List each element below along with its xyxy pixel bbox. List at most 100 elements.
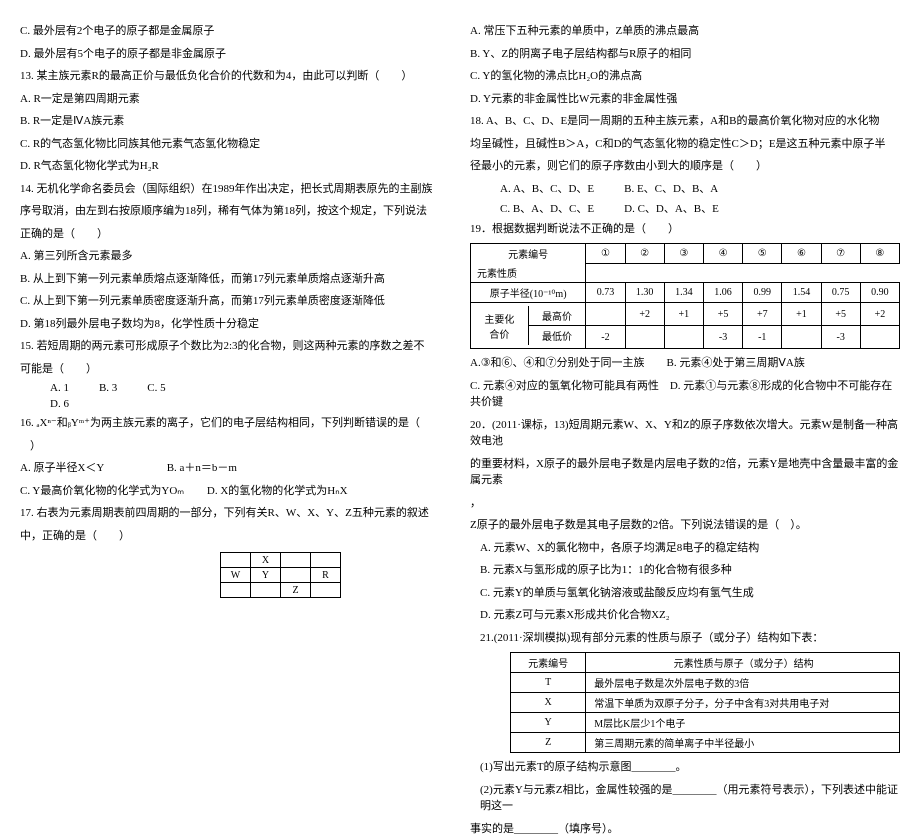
t17-c: [281, 568, 311, 583]
q18-opt-c: C. B、A、D、C、E: [500, 200, 594, 216]
t19-v: -3: [703, 326, 742, 349]
t19-v: +2: [625, 303, 664, 326]
q21-2: (2)元素Y与元素Z相比，金属性较强的是________（用元素符号表示），下列…: [480, 782, 900, 815]
t21-c: Y: [511, 713, 586, 733]
t19-c: ⑤: [743, 244, 782, 264]
q13b: B. R一定是ⅣA族元素: [20, 113, 450, 130]
t19-v: -1: [743, 326, 782, 349]
q15-opt-d: D. 6: [50, 398, 69, 410]
t19-r1l: 原子半径(10⁻¹⁰m): [471, 283, 586, 303]
q18-3: 径最小的元素，则它们的原子序数由小到大的顺序是（ ）: [470, 158, 900, 175]
t19-v: 1.06: [703, 283, 742, 303]
q15-2: 可能是（ ）: [20, 361, 450, 378]
t19-c: ④: [703, 244, 742, 264]
q19a: A.③和⑥、④和⑦分别处于同一主族 B. 元素④处于第三周期ⅤA族: [470, 355, 900, 372]
q16-2: ）: [30, 438, 450, 455]
q20a: A. 元素W、X的氯化物中，各原子均满足8电子的稳定结构: [480, 540, 900, 557]
t19-v: [586, 303, 625, 326]
q14a: A. 第三列所含元素最多: [20, 248, 450, 265]
t17-c: W: [221, 568, 251, 583]
q14-3: 正确的是（ ）: [20, 226, 450, 243]
q15-opt-b: B. 3: [99, 382, 117, 394]
q16-row1: A. 原子半径X＜Y B. a＋n＝b－m: [20, 460, 450, 477]
t19-r2l: 主要化合价 最高价最低价: [471, 303, 586, 349]
q17d: D. Y元素的非金属性比W元素的非金属性强: [470, 91, 900, 108]
q14b: B. 从上到下第一列元素单质熔点逐渐降低，而第17列元素单质熔点逐渐升高: [20, 271, 450, 288]
q15-opt-c: C. 5: [147, 382, 165, 394]
t19-v: 1.34: [664, 283, 703, 303]
t21-c: 第三周期元素的简单离子中半径最小: [586, 733, 900, 753]
q13a: A. R一定是第四周期元素: [20, 91, 450, 108]
q21-1: (1)写出元素T的原子结构示意图________。: [480, 759, 900, 776]
table-17: X WYR Z: [220, 552, 341, 598]
q14: 14. 无机化学命名委员会（国际组织）在1989年作出决定，把长式周期表原先的主…: [20, 181, 450, 198]
q20-2: 的重要材料，X原子的最外层电子数是内层电子数的2倍，元素Y是地壳中含量最丰富的金…: [470, 456, 900, 489]
q17a: A. 常压下五种元素的单质中，Z单质的沸点最高: [470, 23, 900, 40]
t17-c: X: [251, 553, 281, 568]
t19-v: -2: [586, 326, 625, 349]
right-column: A. 常压下五种元素的单质中，Z单质的沸点最高 B. Y、Z的阴离子电子层结构都…: [470, 20, 900, 630]
q16a: A. 原子半径X＜Y: [20, 462, 104, 474]
t19-v: 1.30: [625, 283, 664, 303]
left-column: C. 最外层有2个电子的原子都是金属原子 D. 最外层有5个电子的原子都是非金属…: [20, 20, 450, 630]
t21-c: X: [511, 693, 586, 713]
q20: 20．(2011·课标，13)短周期元素W、X、Y和Z的原子序数依次增大。元素W…: [470, 417, 900, 450]
t19-v: +5: [703, 303, 742, 326]
q18-opts-r2: C. B、A、D、C、E D. C、D、A、B、E: [500, 200, 900, 216]
q17c: C. Y的氢化物的沸点比H₂O的沸点高: [470, 68, 900, 85]
t19-la: 主要化: [484, 315, 514, 326]
q17b: B. Y、Z的阴离子电子层结构都与R原子的相同: [470, 46, 900, 63]
t21-c: T: [511, 673, 586, 693]
t21-c: Z: [511, 733, 586, 753]
q17: 17. 右表为元素周期表前四周期的一部分，下列有关R、W、X、Y、Z五种元素的叙…: [20, 505, 450, 522]
q13d: D. R气态氢化物化学式为H₂R: [20, 158, 450, 175]
q18-opt-b: B. E、C、D、B、A: [624, 180, 718, 196]
t17-c: [311, 553, 341, 568]
t17-c: Z: [281, 583, 311, 598]
q14-2: 序号取消，由左到右按原顺序编为18列，稀有气体为第18列，按这个规定，下列说法: [20, 203, 450, 220]
t19-hl-text: 元素编号: [508, 250, 548, 261]
t17-c: [221, 553, 251, 568]
q18-opt-a: A. A、B、C、D、E: [500, 180, 594, 196]
t19-s2: 最低价: [528, 326, 585, 346]
t17-c: R: [311, 568, 341, 583]
q20-4: Z原子的最外层电子数是其电子层数的2倍。下列说法错误的是（ ）。: [470, 517, 900, 534]
t19-lb: 合价: [489, 330, 509, 341]
opt-c: C. 最外层有2个电子的原子都是金属原子: [20, 23, 450, 40]
t19-hl: 元素编号: [471, 244, 586, 264]
t19-v: 1.54: [782, 283, 821, 303]
q21: 21.(2011·深圳模拟)现有部分元素的性质与原子（或分子）结构如下表：: [480, 630, 900, 647]
q15-opt-a: A. 1: [50, 382, 69, 394]
q18-2: 均呈碱性，且碱性B＞A，C和D的气态氢化物的稳定性C＞D；E是这五种元素中原子半: [470, 136, 900, 153]
t19-c: ③: [664, 244, 703, 264]
t17-c: [281, 553, 311, 568]
q20d: D. 元素Z可与元素X形成共价化合物XZ₂: [480, 607, 900, 624]
q13c: C. R的气态氢化物比同族其他元素气态氢化物稳定: [20, 136, 450, 153]
q13: 13. 某主族元素R的最高正价与最低负化合价的代数和为4，由此可以判断（ ）: [20, 68, 450, 85]
t19-v: 0.73: [586, 283, 625, 303]
t19-v: +2: [860, 303, 899, 326]
t17-c: [311, 583, 341, 598]
t19-c: ①: [586, 244, 625, 264]
t19-v: [625, 326, 664, 349]
q15: 15. 若短周期的两元素可形成原子个数比为2:3的化合物，则这两种元素的序数之差…: [20, 338, 450, 355]
t19-v: [782, 326, 821, 349]
t19-s1: 最高价: [528, 306, 585, 326]
t19-v: 0.99: [743, 283, 782, 303]
t19-v: 0.75: [821, 283, 860, 303]
t21-h: 元素性质与原子（或分子）结构: [586, 653, 900, 673]
t19-v: [664, 326, 703, 349]
q21-3: 事实的是________（填序号）。: [470, 821, 900, 837]
t19-v: +5: [821, 303, 860, 326]
t19-v: +1: [664, 303, 703, 326]
t19-c: ⑥: [782, 244, 821, 264]
q18: 18. A、B、C、D、E是同一周期的五种主族元素，A和B的最高价氧化物对应的水…: [470, 113, 900, 130]
q14c: C. 从上到下第一列元素单质密度逐渐升高，而第17列元素单质密度逐渐降低: [20, 293, 450, 310]
t19-v: [860, 326, 899, 349]
t19-hp: 元素性质: [471, 263, 586, 283]
t21-c: M层比K层少1个电子: [586, 713, 900, 733]
t19-c: ⑦: [821, 244, 860, 264]
q20c: C. 元素Y的单质与氢氧化钠溶液或盐酸反应均有氢气生成: [480, 585, 900, 602]
t19-c: ②: [625, 244, 664, 264]
t19-v: +1: [782, 303, 821, 326]
